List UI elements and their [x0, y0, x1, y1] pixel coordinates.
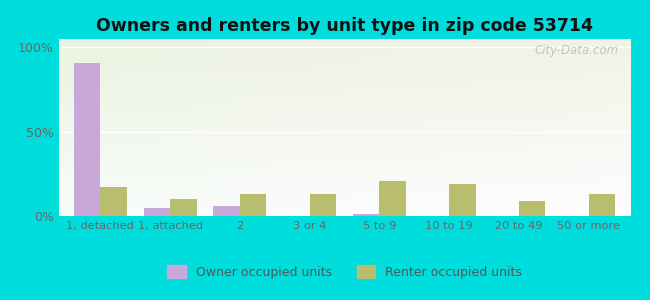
Bar [353, 214, 380, 216]
Title: Owners and renters by unit type in zip code 53714: Owners and renters by unit type in zip c… [96, 17, 593, 35]
Bar [170, 199, 196, 216]
Bar [589, 194, 615, 216]
Bar [380, 181, 406, 216]
Text: City-Data.com: City-Data.com [535, 44, 619, 57]
Bar [213, 206, 240, 216]
Bar [449, 184, 476, 216]
Bar [74, 63, 100, 216]
Bar [240, 194, 266, 216]
Legend: Owner occupied units, Renter occupied units: Owner occupied units, Renter occupied un… [162, 260, 527, 284]
Bar [519, 201, 545, 216]
Bar [144, 208, 170, 216]
Bar [100, 187, 127, 216]
Bar [309, 194, 336, 216]
